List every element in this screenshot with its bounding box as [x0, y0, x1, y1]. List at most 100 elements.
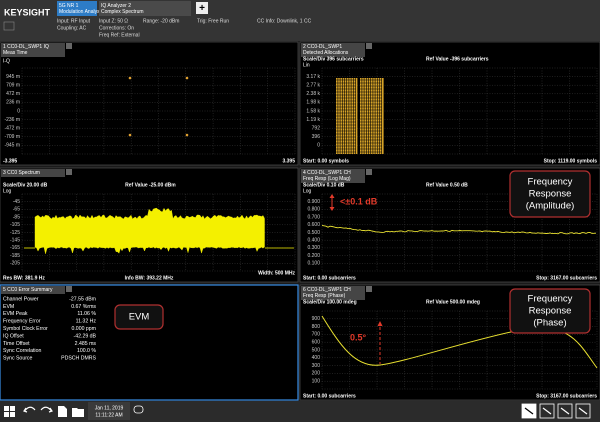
- y-tick-label: -65: [13, 207, 20, 213]
- y-tick-label: 400: [312, 355, 321, 361]
- panel-menu-button[interactable]: [366, 43, 372, 49]
- panel-title[interactable]: 5 CC0 Error Summary: [3, 287, 53, 293]
- add-tab-label[interactable]: +: [199, 3, 205, 14]
- system-icon-glyph: [524, 407, 534, 415]
- amplitude-trace: [321, 224, 597, 235]
- y-tick-label: 0: [317, 143, 320, 149]
- info-text: Range: -20 dBm: [143, 18, 179, 24]
- y-tick-label: 100: [312, 379, 321, 385]
- windows-icon[interactable]: [4, 406, 9, 411]
- info-text: Input Z: 50 Ω: [99, 18, 128, 24]
- system-icon-glyph: [560, 407, 570, 415]
- panel-title-box[interactable]: [1, 286, 65, 294]
- system-icon-glyph: [578, 407, 588, 415]
- scale-mode: Lin: [303, 62, 310, 68]
- y-tick-label: 0.900: [307, 199, 320, 205]
- panel-title-box[interactable]: [301, 169, 365, 183]
- panel-menu-button[interactable]: [66, 286, 72, 292]
- logo-indicator: [3, 21, 15, 31]
- panel-menu-button[interactable]: [66, 169, 72, 175]
- windows-icon[interactable]: [4, 412, 9, 417]
- y-tick-label: -125: [10, 230, 20, 236]
- summary-value: -27.55 dBm: [69, 296, 96, 302]
- tab-name[interactable]: Modulation Analysis: [59, 9, 104, 15]
- y-tick-label: 3.17 k: [306, 74, 320, 80]
- phase-trace: [321, 315, 598, 369]
- scale-mode: I-Q: [3, 58, 10, 64]
- tab[interactable]: [57, 1, 97, 16]
- system-icon[interactable]: [539, 403, 555, 419]
- y-tick-label: 0.700: [307, 214, 320, 220]
- y-tick-label: 0.500: [307, 230, 320, 236]
- panel-title-box[interactable]: [301, 43, 365, 57]
- y-tick-label: 945 m: [6, 74, 20, 80]
- y-tick-label: 800: [312, 324, 321, 330]
- panel-menu-button[interactable]: [366, 169, 372, 175]
- summary-label: Sync Correlation: [3, 348, 41, 354]
- panel-title[interactable]: 1 CC0-DL_SWP1 IQ: [3, 44, 49, 50]
- summary-value: -42.29 dB: [74, 333, 97, 339]
- y-tick-label: 2.38 k: [306, 91, 320, 97]
- summary-value: 11.06 %: [77, 311, 96, 317]
- y-tick-label: 1.58 k: [306, 108, 320, 114]
- panel-title[interactable]: 4 CC0-DL_SWP1 CH: [303, 170, 351, 176]
- arrow-head: [377, 321, 383, 326]
- summary-label: Frequency Error: [3, 319, 41, 325]
- footer-right: Stop: 3167.00 subcarriers: [536, 275, 597, 281]
- panel-title-box[interactable]: [1, 43, 65, 57]
- tab[interactable]: [99, 1, 191, 16]
- ref-value: Ref Value -396 subcarriers: [426, 56, 489, 62]
- summary-value: 100.0 %: [77, 348, 96, 354]
- panel-title-box[interactable]: [1, 169, 65, 177]
- callout-box: [114, 304, 164, 330]
- system-icon[interactable]: [557, 403, 573, 419]
- panel-title[interactable]: 2 CC0-DL_SWP1: [303, 44, 342, 50]
- undo-icon[interactable]: [23, 406, 36, 413]
- tab-name[interactable]: Complex Spectrum: [101, 9, 144, 15]
- windows-icon[interactable]: [10, 406, 15, 411]
- panel: [0, 284, 299, 401]
- taskbar: [0, 401, 600, 422]
- arrow-head: [329, 194, 335, 198]
- panel-title[interactable]: 3 CC0 Spectrum: [3, 170, 40, 176]
- info-text: Freq Ref: External: [99, 32, 140, 38]
- y-tick-label: -472 m: [4, 126, 20, 132]
- taskbar-date: Jan 11, 2019: [95, 405, 124, 411]
- summary-label: EVM: [3, 304, 14, 310]
- panel-menu-button[interactable]: [366, 286, 372, 292]
- panel-title[interactable]: Freq Resp (Log Mag): [303, 176, 351, 182]
- footer-left: Start: 0.00 subcarriers: [303, 393, 356, 399]
- panel-title[interactable]: Meas Time: [3, 50, 28, 56]
- panel-title[interactable]: 6 CC0-DL_SWP1 CH: [303, 287, 351, 293]
- windows-icon[interactable]: [10, 412, 15, 417]
- y-tick-label: 0.200: [307, 253, 320, 259]
- summary-label: Symbol Clock Error: [3, 326, 48, 332]
- tab-number[interactable]: IQ Analyzer 2: [101, 3, 131, 9]
- panel-title-box[interactable]: [301, 286, 365, 300]
- ref-value: Ref Value 0.50 dB: [426, 182, 468, 188]
- y-tick-label: 0.300: [307, 245, 320, 251]
- annotation-marker: <±0.1 dB: [340, 196, 378, 206]
- summary-value: 11.32 Hz: [76, 319, 97, 325]
- y-tick-label: -105: [10, 222, 20, 228]
- allocation-bar: [355, 78, 358, 154]
- tab-number[interactable]: 5G NR 1: [59, 3, 79, 9]
- callout-box: [509, 288, 591, 334]
- callout-box: [509, 170, 591, 218]
- scale-mode: Log: [3, 188, 12, 194]
- taskbar-time: 11:11:22 AM: [95, 412, 122, 418]
- panel-title[interactable]: Detected Allocations: [303, 50, 349, 56]
- folder-icon[interactable]: [72, 408, 84, 417]
- info-text: Coupling: AC: [57, 25, 87, 31]
- panel-menu-button[interactable]: [66, 43, 72, 49]
- redo-icon[interactable]: [40, 406, 53, 413]
- message-icon[interactable]: [133, 405, 144, 414]
- file-icon[interactable]: [58, 406, 67, 417]
- y-tick-label: 300: [312, 363, 321, 369]
- system-icon[interactable]: [575, 403, 591, 419]
- callout-text: Frequency: [528, 177, 573, 188]
- add-tab-button[interactable]: [196, 2, 208, 14]
- y-tick-label: 1.98 k: [306, 100, 320, 106]
- panel-title[interactable]: Freq Resp (Phase): [303, 293, 346, 299]
- iq-point: [128, 76, 132, 80]
